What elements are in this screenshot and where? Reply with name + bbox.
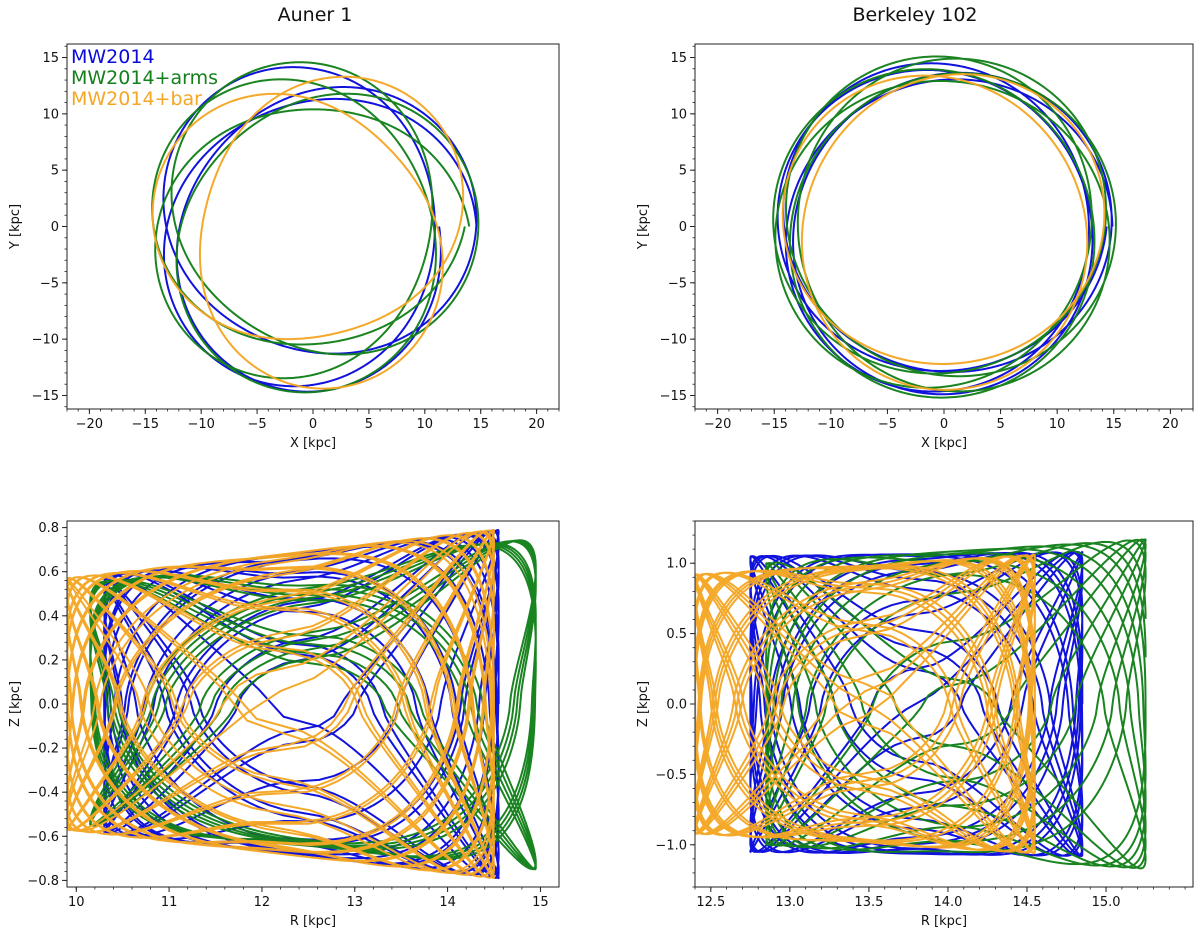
plot-area xyxy=(151,61,480,394)
x-tick-label: 14 xyxy=(439,895,456,910)
plot-area xyxy=(67,528,537,880)
x-tick-label: 0 xyxy=(940,417,948,432)
y-tick-label: 15 xyxy=(42,51,59,66)
y-axis-label: Y [kpc] xyxy=(636,204,651,250)
y-tick-label: 5 xyxy=(51,164,59,179)
legend-entry: MW2014+arms xyxy=(71,67,218,89)
x-tick-label: 10 xyxy=(1049,417,1066,432)
y-tick-label: 0.5 xyxy=(666,627,687,642)
x-tick-label: 11 xyxy=(161,895,178,910)
x-tick-label: −10 xyxy=(817,417,844,432)
y-tick-label: 15 xyxy=(670,51,687,66)
y-tick-label: 5 xyxy=(679,164,687,179)
x-axis-label: R [kpc] xyxy=(921,914,967,929)
y-tick-label: −15 xyxy=(660,389,687,404)
y-tick-label: −0.6 xyxy=(27,830,59,845)
y-tick-label: 0.2 xyxy=(38,653,59,668)
series-line-mw2014-plus-arms xyxy=(772,55,1117,399)
x-tick-label: −15 xyxy=(132,417,159,432)
x-axis-label: R [kpc] xyxy=(290,914,336,929)
plot-area xyxy=(695,538,1147,870)
x-tick-label: 15.0 xyxy=(1092,895,1121,910)
x-tick-label: 10 xyxy=(417,417,434,432)
y-tick-label: 0.8 xyxy=(38,521,59,536)
legend-entry: MW2014+bar xyxy=(71,88,202,110)
axes-frame xyxy=(694,43,1194,410)
x-tick-label: −10 xyxy=(187,417,214,432)
x-tick-label: −5 xyxy=(248,417,267,432)
title-berkeley-102: Berkeley 102 xyxy=(852,4,978,26)
x-tick-label: 5 xyxy=(365,417,373,432)
y-tick-label: 0.6 xyxy=(38,565,59,580)
x-tick-label: 20 xyxy=(528,417,545,432)
y-tick-label: −5 xyxy=(40,276,59,291)
y-axis-label: Z [kpc] xyxy=(8,681,23,727)
y-tick-label: 1.0 xyxy=(666,557,687,572)
series-line-mw2014-plus-bar xyxy=(151,75,465,390)
x-tick-label: 15 xyxy=(532,895,549,910)
y-tick-label: 0 xyxy=(51,220,59,235)
x-tick-label: −5 xyxy=(878,417,897,432)
x-tick-label: 12.5 xyxy=(696,895,725,910)
y-tick-label: −1.0 xyxy=(655,838,687,853)
y-tick-label: 10 xyxy=(42,107,59,122)
y-tick-label: 10 xyxy=(670,107,687,122)
title-auner-1: Auner 1 xyxy=(277,4,353,26)
x-tick-label: 0 xyxy=(309,417,317,432)
x-tick-label: 13.0 xyxy=(775,895,804,910)
series-line-mw2014-plus-arms xyxy=(151,61,480,394)
x-tick-label: 13 xyxy=(347,895,364,910)
y-tick-label: −15 xyxy=(32,389,59,404)
y-tick-label: 0.4 xyxy=(38,609,59,624)
chart-panel-auner1-xy: −20 −15 −10 −5 0 5 10 15 20 −15 −10 −5 0 5 10 15 X [kpc]… xyxy=(8,43,560,451)
x-tick-label: 14.0 xyxy=(933,895,962,910)
x-axis-label: X [kpc] xyxy=(290,436,336,451)
x-tick-label: −15 xyxy=(761,417,788,432)
y-tick-label: −10 xyxy=(32,333,59,348)
chart-panel-auner1-rz: 10 11 12 13 14 15 −0.8 −0.6 −0.4 −0.2 0.0 0.2 0.4 0.6… xyxy=(8,520,560,929)
y-tick-label: −0.2 xyxy=(27,742,59,757)
y-axis-label: Z [kpc] xyxy=(636,681,651,727)
x-tick-label: 20 xyxy=(1162,417,1179,432)
x-tick-label: 13.5 xyxy=(854,895,883,910)
y-tick-label: −10 xyxy=(660,333,687,348)
series-line-mw2014-plus-arms xyxy=(765,538,1147,870)
y-axis-label: Y [kpc] xyxy=(8,204,23,250)
series-line-mw2014-plus-arms xyxy=(89,539,537,871)
x-tick-label: 15 xyxy=(1105,417,1122,432)
chart-panel-berkeley102-rz: 12.5 13.0 13.5 14.0 14.5 15.0 −1.0 −0.5 0.0 0.5 1.… xyxy=(636,520,1194,929)
y-tick-label: −0.4 xyxy=(27,786,59,801)
x-tick-label: 14.5 xyxy=(1013,895,1042,910)
y-tick-label: −0.5 xyxy=(655,768,687,783)
x-tick-label: 10 xyxy=(68,895,85,910)
legend-entry: MW2014 xyxy=(71,46,155,68)
x-tick-label: 12 xyxy=(254,895,271,910)
plot-area xyxy=(772,55,1117,399)
x-tick-label: −20 xyxy=(704,417,731,432)
y-tick-label: 0.0 xyxy=(666,698,687,713)
y-tick-label: 0.0 xyxy=(38,698,59,713)
x-tick-label: 5 xyxy=(996,417,1004,432)
x-tick-label: −20 xyxy=(76,417,103,432)
x-tick-label: 15 xyxy=(472,417,489,432)
series-line-mw2014-plus-bar xyxy=(781,73,1106,391)
series-line-mw2014-plus-bar xyxy=(67,528,496,880)
y-tick-label: −0.8 xyxy=(27,874,59,889)
series-line-mw2014-plus-bar xyxy=(695,553,1036,855)
y-tick-label: 0 xyxy=(679,220,687,235)
x-axis-label: X [kpc] xyxy=(921,436,967,451)
y-tick-label: −5 xyxy=(668,276,687,291)
chart-panel-berkeley102-xy: −20 −15 −10 −5 0 5 10 15 20 −15 −10 −5 0 5 10 15 X [kpc]… xyxy=(636,43,1194,451)
